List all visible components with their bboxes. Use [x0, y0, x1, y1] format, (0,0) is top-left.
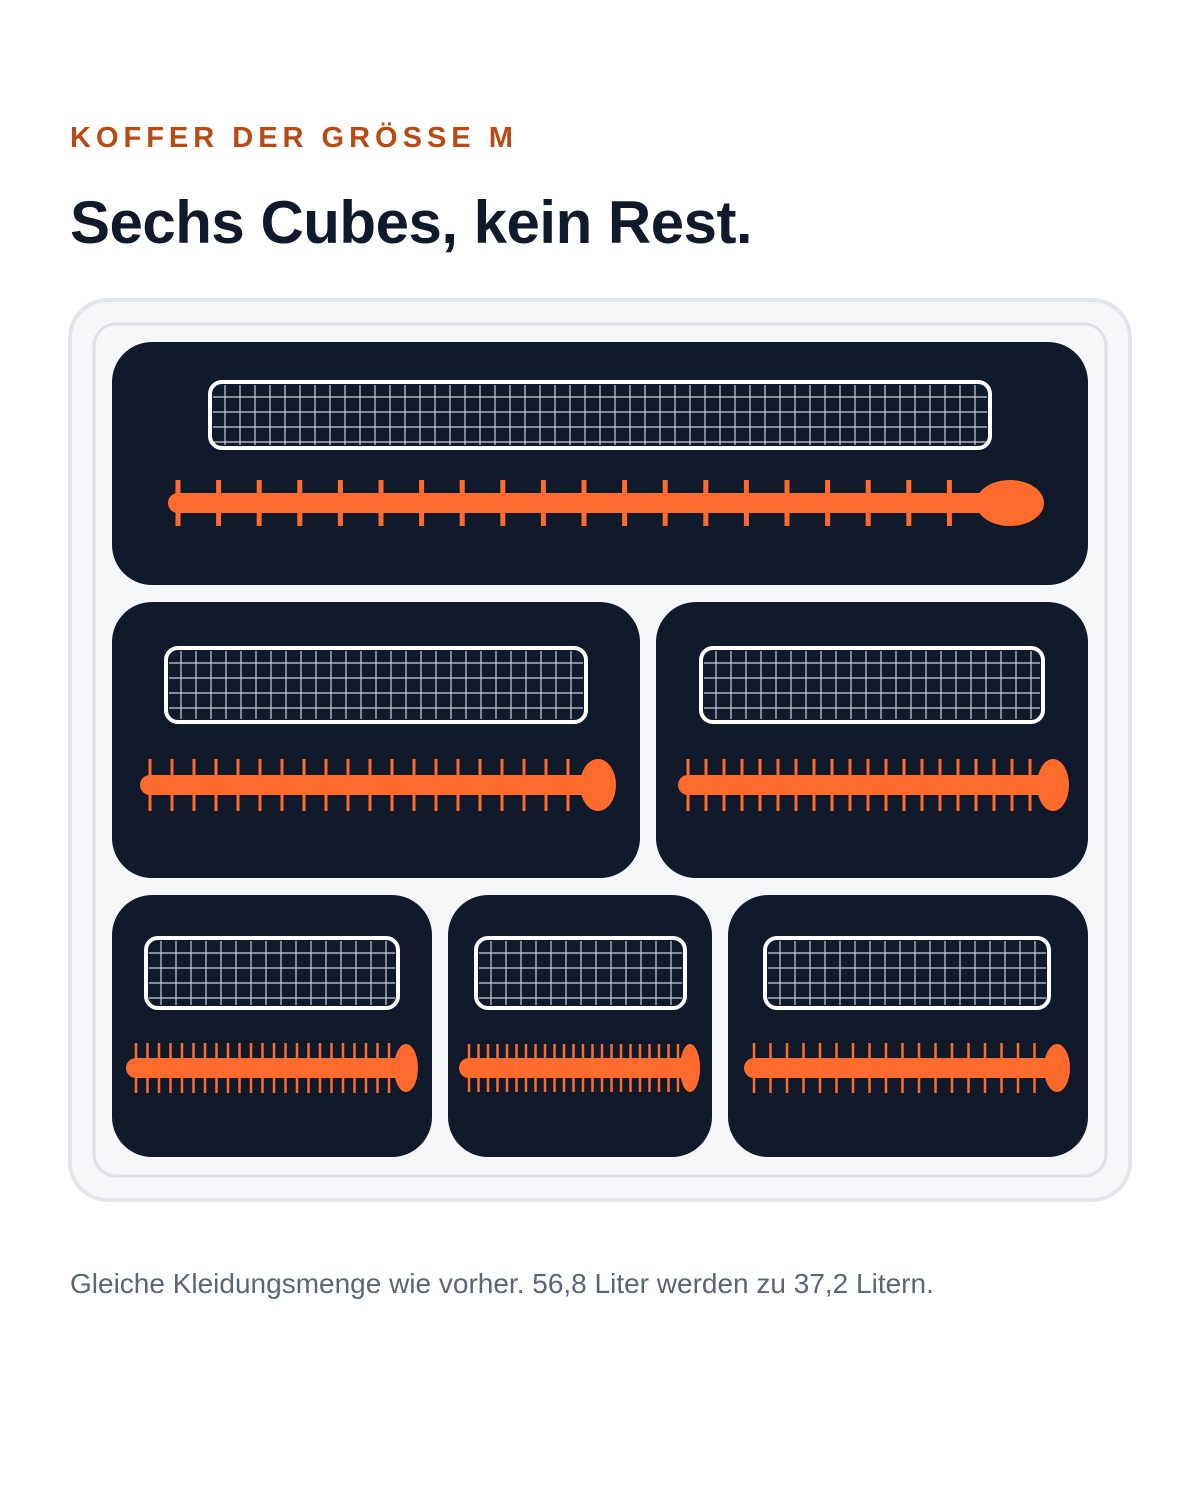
packing-cube [112, 602, 640, 878]
mesh-window [208, 380, 992, 450]
title: Sechs Cubes, kein Rest. [70, 189, 753, 256]
mesh-window [144, 936, 400, 1010]
zipper-pull [394, 1044, 418, 1092]
zipper-pull [580, 759, 616, 811]
zipper-pull [680, 1044, 700, 1092]
packing-cube [728, 895, 1088, 1157]
mesh-window [699, 646, 1045, 724]
packing-cube [656, 602, 1088, 878]
mesh-window [763, 936, 1051, 1010]
mesh-window [164, 646, 588, 724]
caption: Gleiche Kleidungsmenge wie vorher. 56,8 … [70, 1268, 934, 1299]
packing-cube [112, 342, 1088, 585]
packing-cube [448, 895, 712, 1157]
suitcase-illustration [68, 298, 1132, 1202]
zipper-pull [1037, 759, 1069, 811]
zipper-pull [976, 480, 1044, 526]
mesh-window [474, 936, 687, 1010]
suitcase-inner [92, 322, 1108, 1178]
zipper-pull [1044, 1044, 1070, 1092]
packing-cube [112, 895, 432, 1157]
eyebrow: KOFFER DER GRÖSSE M [70, 122, 518, 154]
